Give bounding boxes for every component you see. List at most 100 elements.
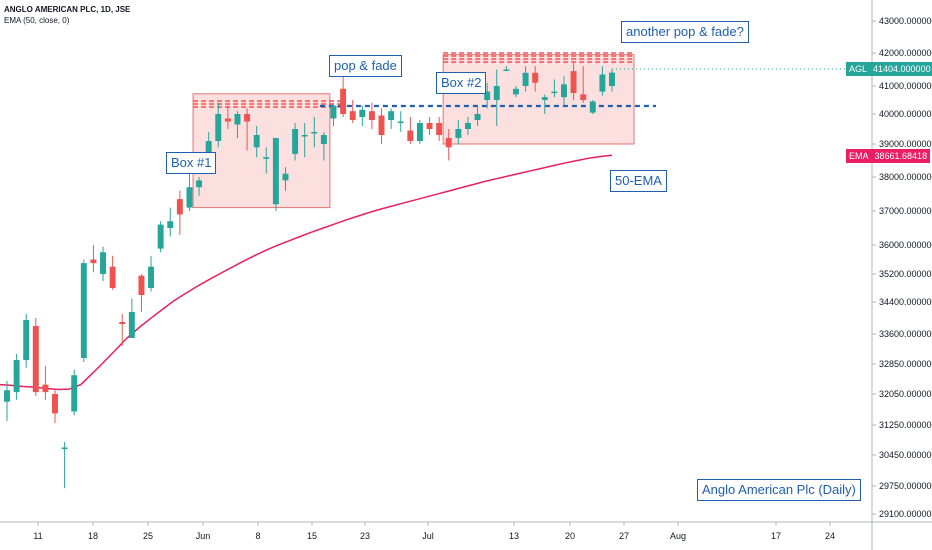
time-tick-label: Jul — [422, 531, 434, 541]
candle-body — [292, 129, 299, 154]
candle-body — [52, 394, 58, 414]
another-pop-fade-label: another pop & fade? — [621, 21, 749, 43]
time-tick-label: 13 — [509, 531, 519, 541]
candle-body — [388, 111, 395, 120]
candle-body — [589, 101, 596, 113]
price-tick-label: 39000.000000 — [879, 139, 932, 149]
candle-body — [186, 187, 193, 208]
time-tick-label: 24 — [825, 531, 835, 541]
agl-price-tag: AGL 41404.000000 — [846, 62, 932, 76]
candle-body — [426, 123, 433, 129]
time-tick-label: 8 — [255, 531, 260, 541]
time-tick-label: 11 — [33, 531, 42, 541]
time-tick-label: 20 — [565, 531, 575, 541]
candle-body — [311, 132, 318, 134]
candle-body — [157, 224, 164, 249]
candle-body — [580, 94, 587, 100]
candle-body — [90, 259, 97, 264]
price-tick-label: 37000.000000 — [879, 206, 932, 216]
candle-body — [570, 71, 577, 93]
candle-body — [541, 97, 548, 100]
candle-body — [464, 123, 471, 129]
candle-body — [359, 109, 366, 117]
candle-body — [368, 111, 375, 120]
candle-body — [80, 263, 87, 358]
candle-body — [119, 322, 126, 324]
ema-line — [0, 154, 613, 391]
price-tick-label: 40000.000000 — [879, 109, 932, 119]
candle-body — [32, 326, 39, 393]
candle-body — [263, 157, 270, 159]
price-tick-label: 36000.000000 — [879, 240, 932, 250]
candle-body — [455, 129, 462, 138]
candle-body — [61, 447, 68, 449]
candle-body — [282, 173, 289, 181]
price-tick-label: 34400.000000 — [879, 297, 932, 307]
time-tick-label: Aug — [670, 531, 686, 541]
box1-label: Box #1 — [166, 152, 217, 174]
candle-body — [407, 130, 414, 141]
ema-note-label: 50-EMA — [610, 170, 667, 192]
chart-title-box: Anglo American Plc (Daily) — [697, 479, 861, 501]
candle-body — [138, 275, 145, 295]
price-tick-label: 32850.000000 — [879, 359, 932, 369]
price-tick-label: 32050.000000 — [879, 389, 932, 399]
price-tick-label: 38000.000000 — [879, 172, 932, 182]
indicator-label: EMA (50, close, 0) — [4, 16, 70, 25]
candle-body — [474, 114, 481, 120]
candle-body — [532, 72, 539, 83]
price-tick-label: 30450.000000 — [879, 450, 932, 460]
agl-tag-value: 41404.000000 — [870, 62, 932, 76]
candle-body — [493, 86, 500, 100]
box2-rect — [442, 54, 635, 145]
candle-body — [167, 221, 174, 228]
candle-body — [436, 123, 443, 135]
symbol-label: ANGLO AMERICAN PLC, 1D, JSE — [4, 5, 131, 14]
box2-label: Box #2 — [436, 72, 487, 94]
candle-body — [484, 91, 491, 100]
candle-body — [42, 384, 49, 393]
candle-body — [609, 72, 615, 86]
price-tick-label: 29750.000000 — [879, 481, 932, 491]
candle-body — [244, 114, 251, 122]
candle-body — [397, 121, 404, 123]
time-tick-label: Jun — [196, 531, 211, 541]
candle-body — [148, 266, 155, 288]
price-tick-label: 29100.000000 — [879, 509, 932, 519]
price-tick-label: 33600.000000 — [879, 329, 932, 339]
candle-body — [503, 69, 510, 71]
candle-body — [100, 252, 107, 274]
candle-body — [196, 180, 203, 188]
candle-body — [234, 114, 241, 125]
time-tick-label: 27 — [619, 531, 629, 541]
candle-body — [320, 135, 327, 144]
candle-body — [128, 312, 135, 338]
candle-body — [109, 266, 116, 288]
price-tick-label: 31250.000000 — [879, 420, 932, 430]
candle-body — [561, 84, 567, 98]
time-tick-label: 17 — [771, 531, 781, 541]
candle-body — [599, 74, 606, 92]
candle-body — [512, 88, 519, 95]
time-tick-label: 25 — [143, 531, 153, 541]
ema-tag-value: 38661.68418 — [871, 149, 931, 163]
time-tick-label: 18 — [88, 531, 98, 541]
pop-fade-label: pop & fade — [329, 55, 402, 77]
candle-body — [71, 375, 78, 412]
candle-body — [445, 138, 452, 148]
chart-legend: ANGLO AMERICAN PLC, 1D, JSE EMA (50, clo… — [4, 4, 130, 26]
candle-body — [378, 115, 385, 135]
candle-body — [551, 91, 558, 94]
ema-price-tag: EMA 38661.68418 — [846, 149, 931, 163]
candle-body — [224, 118, 231, 122]
candle-body — [301, 135, 308, 137]
candle-body — [253, 135, 260, 148]
candle-body — [522, 72, 529, 86]
candle-body — [330, 105, 337, 119]
candle-body — [13, 360, 20, 393]
candle-body — [349, 111, 356, 120]
candle-body — [176, 199, 183, 215]
candle-body — [4, 390, 10, 402]
